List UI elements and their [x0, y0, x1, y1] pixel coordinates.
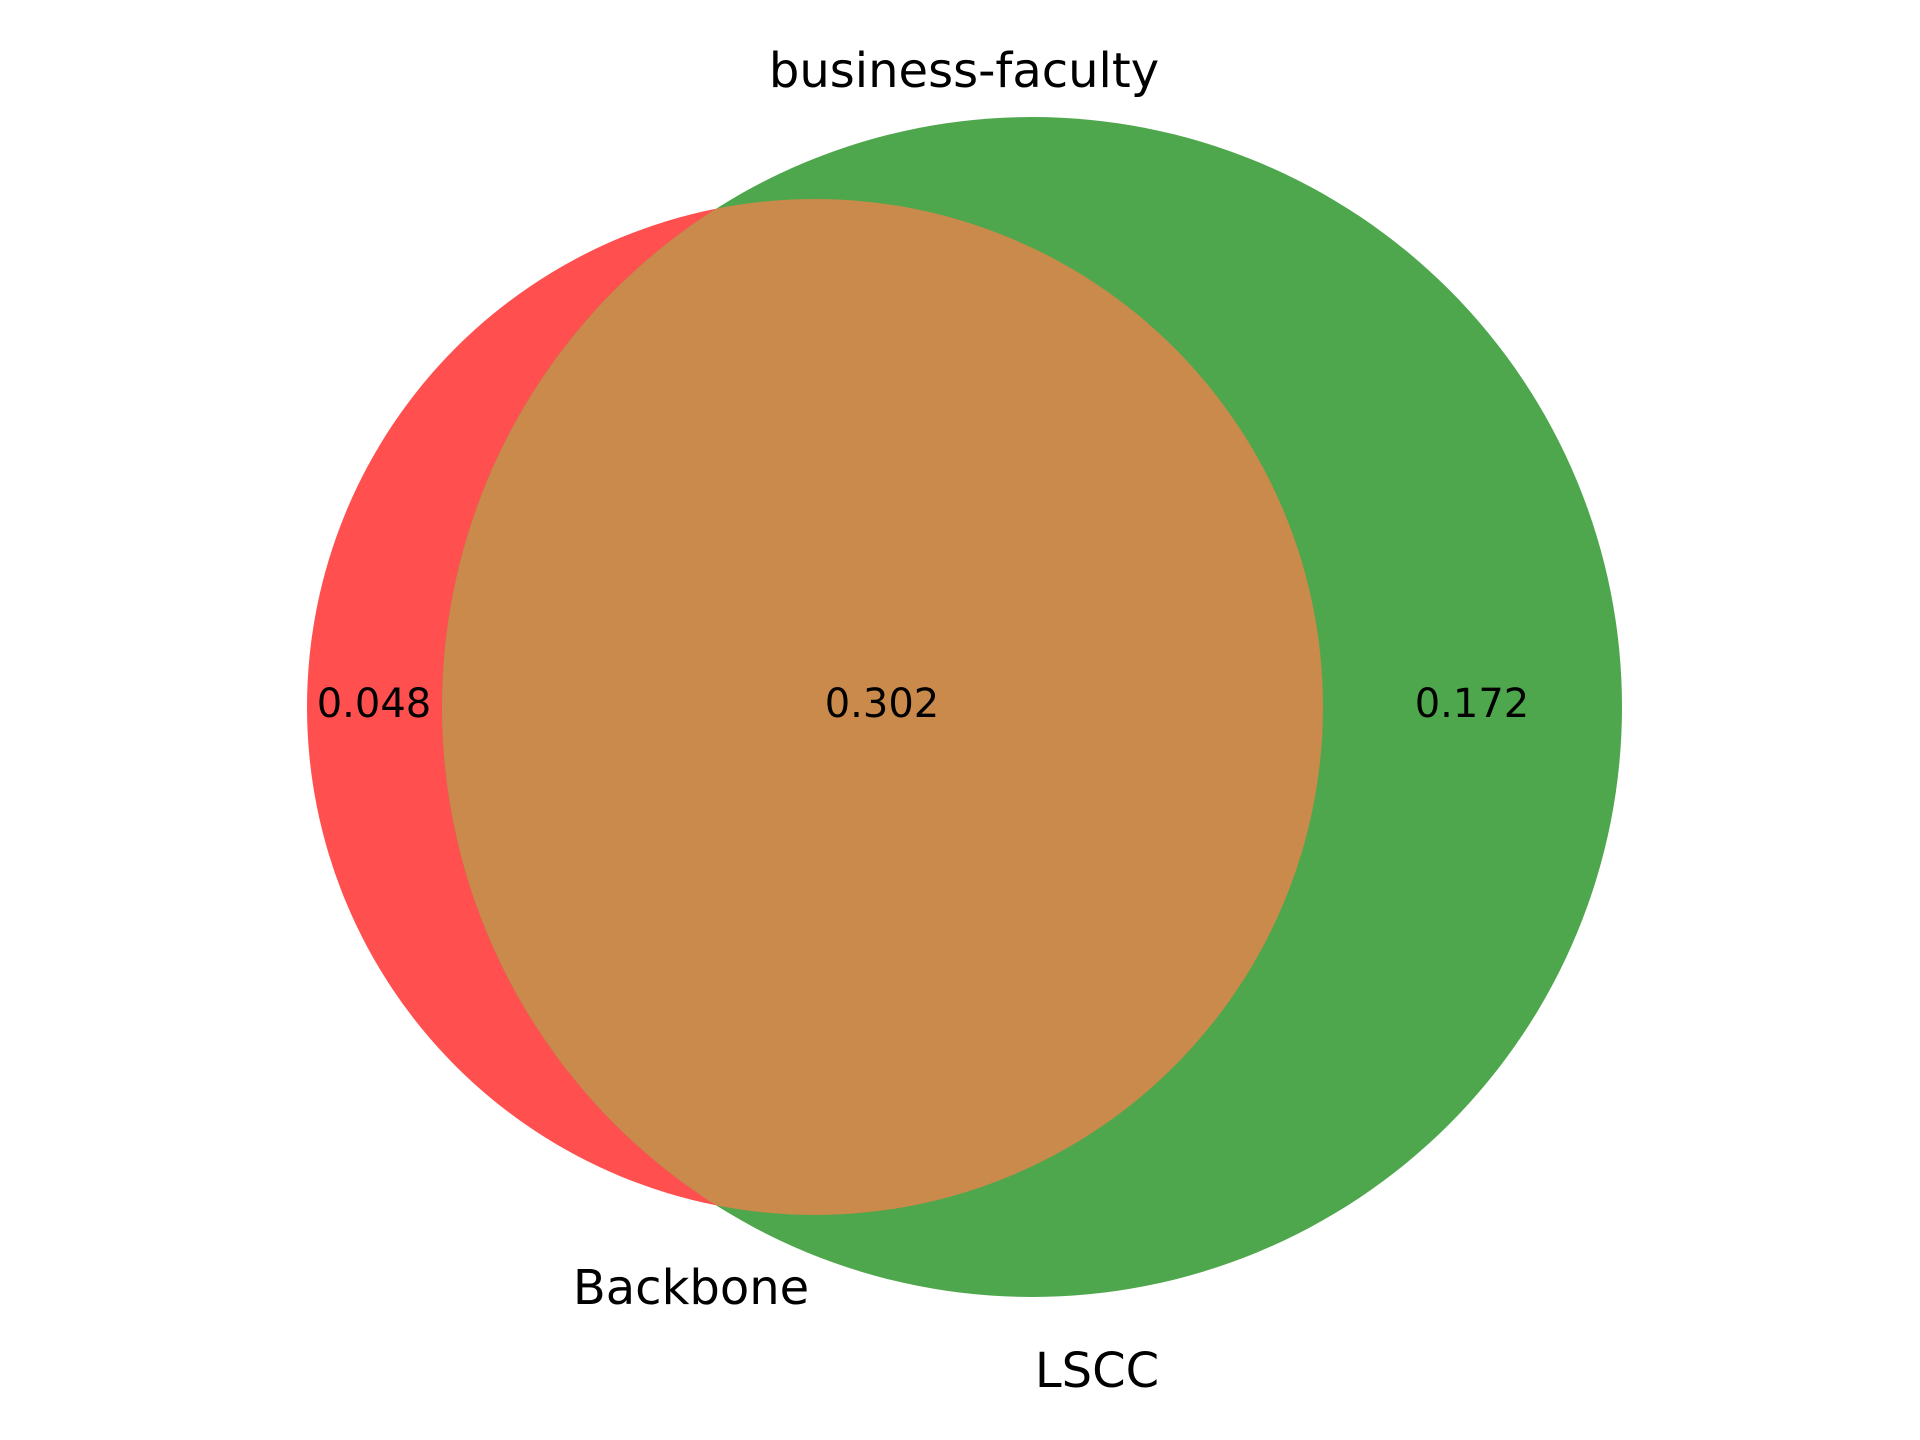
set-label-lscc: LSCC — [1035, 1343, 1159, 1399]
region-value-intersection: 0.302 — [825, 681, 940, 727]
region-value-backbone-only: 0.048 — [317, 681, 432, 727]
diagram-title: business-faculty — [769, 43, 1159, 99]
set-label-backbone: Backbone — [573, 1260, 809, 1316]
intersection-region — [442, 199, 1323, 1215]
region-value-lscc-only: 0.172 — [1415, 681, 1530, 727]
